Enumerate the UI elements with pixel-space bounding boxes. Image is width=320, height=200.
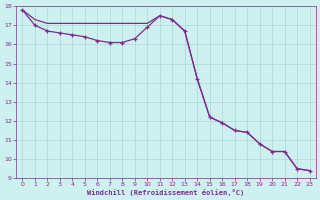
X-axis label: Windchill (Refroidissement éolien,°C): Windchill (Refroidissement éolien,°C) <box>87 189 245 196</box>
